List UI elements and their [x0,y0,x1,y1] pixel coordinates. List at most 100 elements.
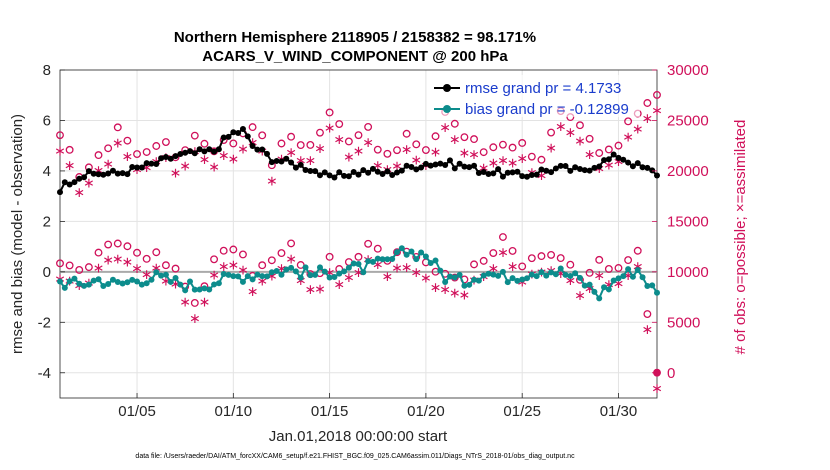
obs-possible-point [287,132,296,141]
obs-possible-point [527,254,536,263]
obs-assimilated-point: ∗ [237,142,249,158]
obs-possible-point [113,123,122,132]
obs-possible-point [604,264,613,273]
bias-point [394,249,401,256]
obs-possible-point [604,145,613,154]
obs-assimilated-point: ∗ [64,158,76,174]
obs-assimilated-point: ∗ [237,263,249,279]
obs-possible-point [133,248,141,257]
rmse-point [649,167,656,174]
rmse-point [605,156,612,163]
y-right-axis-ticks: 0 5000 10000 15000 20000 25000 30000 [652,62,709,382]
chart-title-group: Northern Hemisphere 2118905 / 2158382 = … [174,29,536,65]
rmse-point [100,171,107,178]
obs-possible-point [556,254,565,263]
obs-possible-point [576,121,584,130]
obs-possible-point [643,310,652,319]
bias-point [422,253,429,260]
rmse-point [124,171,131,178]
obs-assimilated-point: ∗ [372,257,384,273]
rmse-point [105,170,112,177]
obs-possible-point [373,145,382,154]
rmse-point [562,163,569,170]
bias-point [654,289,660,296]
obs-possible-point [133,150,141,159]
bias-point [268,269,275,276]
obs-possible-point [653,90,661,99]
bias-point [259,273,266,280]
bias-point [278,271,285,278]
obs-assimilated-point: ∗ [507,156,519,172]
y-left-tick-label: 6 [43,112,51,129]
obs-assimilated-point: ∗ [150,260,162,276]
rmse-point [557,162,564,169]
bias-point [66,278,73,285]
bias-point [134,278,141,285]
obs-possible-point [364,122,373,131]
obs-assimilated-point: ∗ [391,260,403,276]
obs-assimilated-point: ∗ [603,158,615,174]
obs-possible-point [354,131,363,140]
obs-assimilated-point: ∗ [208,267,220,283]
obs-possible-point [306,140,315,149]
y-left-tick-label: -2 [38,314,51,331]
bias-point [610,277,617,284]
rmse-point [148,160,155,167]
obs-possible-point [219,246,228,255]
obs-possible-point [200,139,209,148]
obs-possible-point [229,139,238,148]
obs-assimilated-point: ∗ [401,142,413,158]
rmse-point [316,172,323,179]
bias-point [495,272,502,279]
bias-point [143,280,150,287]
obs-possible-point [508,143,517,152]
bias-point [191,286,198,293]
obs-assimilated-point: ∗ [179,295,191,311]
obs-possible-point [393,248,401,257]
rmse-point [336,169,343,176]
y-left-tick-label: 8 [43,62,51,79]
bias-point [235,273,242,280]
rmse-point [220,134,227,141]
bias-point [509,275,516,282]
obs-possible-point [65,145,74,154]
rmse-point [629,163,636,170]
bias-point [249,276,256,283]
rmse-point [615,154,622,161]
obs-assimilated-point: ∗ [295,273,307,289]
rmse-point [283,155,290,162]
y-left-tick-label: 4 [43,163,51,180]
series-layer: ∗∗∗∗∗∗∗∗∗ ∗∗ ∗∗∗∗∗∗∗∗∗∗∗∗∗∗∗∗ ∗∗∗∗∗∗∗∗∗∗∗∗∗… [54,90,663,397]
rmse-point [586,167,593,174]
bias-point [408,248,415,255]
bias-point [206,286,213,293]
rmse-point [528,171,535,178]
bias-point [297,274,304,281]
obs-assimilated-point: ∗ [112,135,124,151]
bias-point [485,270,492,277]
rmse-point [485,171,492,178]
obs-assimilated-point: ∗ [516,275,528,291]
bias-point [264,273,271,280]
rmse-point [292,164,299,171]
obs-possible-point [383,149,392,158]
legend-rmse-label: rmse grand pr = 4.1733 [465,80,621,97]
bias-point [244,273,251,280]
obs-assimilated-point: ∗ [584,147,596,163]
bias-point [384,256,391,263]
obs-possible-point [123,136,132,145]
obs-assimilated-point: ∗ [497,245,509,261]
rmse-point [350,169,357,176]
rmse-point [268,159,275,166]
obs-assimilated-point: ∗ [218,259,230,275]
obs-assimilated-point: ∗ [613,154,625,170]
bias-point [90,277,97,284]
obs-assimilated-point: ∗ [468,147,480,163]
rmse-point [538,166,545,173]
rmse-point [499,173,506,180]
obs-possible-point [104,240,113,249]
obs-assimilated-point: ∗ [189,311,201,327]
rmse-point [321,169,328,176]
obs-assimilated-point: ∗ [266,268,278,284]
